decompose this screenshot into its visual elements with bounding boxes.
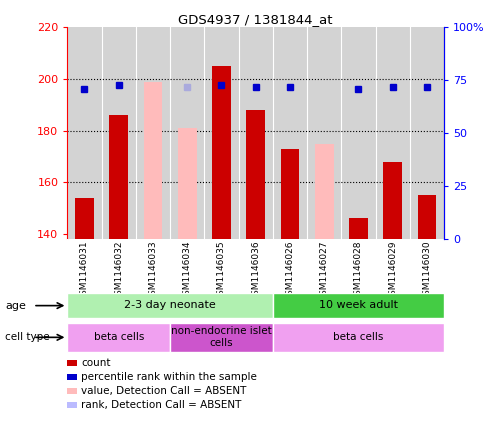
Bar — [144, 82, 162, 239]
Text: count: count — [81, 358, 111, 368]
Text: beta cells: beta cells — [333, 332, 384, 342]
Bar — [418, 195, 437, 239]
Bar — [75, 198, 94, 239]
Text: GSM1146033: GSM1146033 — [149, 241, 158, 301]
Text: GSM1146034: GSM1146034 — [183, 241, 192, 301]
Bar — [273, 293, 444, 318]
Bar — [170, 323, 273, 352]
Bar — [109, 115, 128, 239]
Text: value, Detection Call = ABSENT: value, Detection Call = ABSENT — [81, 386, 247, 396]
Text: GSM1146031: GSM1146031 — [80, 241, 89, 301]
Bar — [273, 323, 444, 352]
Text: beta cells: beta cells — [93, 332, 144, 342]
Text: rank, Detection Call = ABSENT: rank, Detection Call = ABSENT — [81, 400, 242, 410]
Bar — [212, 66, 231, 239]
Text: GSM1146029: GSM1146029 — [388, 241, 397, 301]
Text: 2-3 day neonate: 2-3 day neonate — [124, 300, 216, 310]
Bar — [383, 162, 402, 239]
Bar — [315, 143, 334, 239]
Bar — [178, 128, 197, 239]
Bar — [67, 323, 170, 352]
Text: cell type: cell type — [5, 332, 49, 342]
Text: GSM1146032: GSM1146032 — [114, 241, 123, 301]
Text: non-endocrine islet
cells: non-endocrine islet cells — [171, 326, 272, 348]
Bar — [247, 110, 265, 239]
Text: GSM1146030: GSM1146030 — [423, 241, 432, 301]
Text: GSM1146036: GSM1146036 — [251, 241, 260, 301]
Bar — [280, 149, 299, 239]
Text: 10 week adult: 10 week adult — [319, 300, 398, 310]
Bar — [67, 293, 273, 318]
Title: GDS4937 / 1381844_at: GDS4937 / 1381844_at — [179, 14, 333, 26]
Text: GSM1146026: GSM1146026 — [285, 241, 294, 301]
Text: GSM1146028: GSM1146028 — [354, 241, 363, 301]
Text: GSM1146027: GSM1146027 — [320, 241, 329, 301]
Text: GSM1146035: GSM1146035 — [217, 241, 226, 301]
Text: age: age — [5, 301, 26, 310]
Bar — [349, 218, 368, 239]
Text: percentile rank within the sample: percentile rank within the sample — [81, 372, 257, 382]
